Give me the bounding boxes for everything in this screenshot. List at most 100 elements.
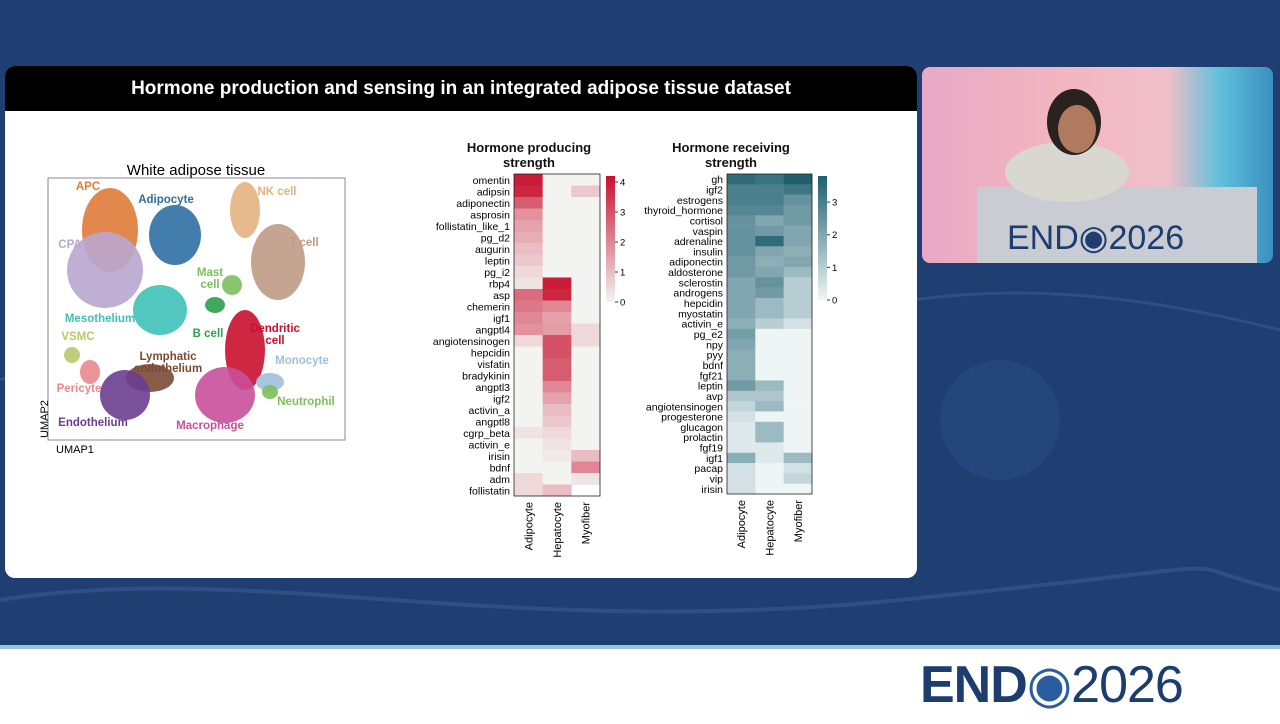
cluster-label: CPA xyxy=(58,239,82,251)
colorbar xyxy=(606,176,615,302)
heat-cell xyxy=(783,246,813,257)
heat-cell xyxy=(755,235,784,247)
cluster-blob xyxy=(80,360,100,384)
heat-cell xyxy=(571,438,601,451)
heat-cell xyxy=(542,404,572,416)
heat-cell xyxy=(542,231,572,244)
heat-cell xyxy=(727,463,756,474)
colorbar-tick-label: 4 xyxy=(620,178,625,189)
heat-cell xyxy=(542,358,572,370)
row-label: asprosin xyxy=(470,209,510,221)
heat-cell xyxy=(727,266,756,278)
row-label: angiotensinogen xyxy=(646,401,723,413)
heat-cell xyxy=(727,308,756,319)
heat-cell xyxy=(571,323,601,336)
cluster-label: Adipocyte xyxy=(138,194,194,206)
row-label: hepcidin xyxy=(684,298,723,310)
row-label: asp xyxy=(493,290,510,302)
heat-cell xyxy=(727,380,756,392)
heat-cell xyxy=(783,235,813,247)
heat-cell xyxy=(755,308,784,319)
heat-cell xyxy=(727,328,756,340)
podium xyxy=(977,187,1257,263)
colorbar-tick-label: 2 xyxy=(620,238,625,249)
heat-cell xyxy=(783,432,813,443)
heat-cell xyxy=(727,246,756,257)
heat-cell xyxy=(542,392,572,405)
colorbar xyxy=(818,176,827,300)
cluster-blob xyxy=(149,205,201,265)
row-label: chemerin xyxy=(467,301,510,313)
heat-cell xyxy=(755,483,784,495)
row-label: pacap xyxy=(694,463,723,475)
row-label: fgf21 xyxy=(700,370,724,382)
heat-cell xyxy=(514,312,543,324)
row-label: adm xyxy=(490,474,511,486)
heat-cell xyxy=(727,256,756,268)
cluster-label: Mast cell xyxy=(196,267,224,291)
column-label: Adipocyte xyxy=(736,500,748,548)
heat-cell xyxy=(783,184,813,195)
heat-cell xyxy=(755,411,784,423)
logo-year: 2026 xyxy=(1071,656,1184,714)
row-label: glucagon xyxy=(680,422,723,434)
row-label: igf1 xyxy=(493,313,510,325)
heat-cell xyxy=(514,392,543,405)
cluster-label: Endothelium xyxy=(58,417,128,429)
row-label: progesterone xyxy=(661,412,723,424)
heat-cell xyxy=(783,328,813,340)
row-label: prolactin xyxy=(683,432,723,444)
heat-cell xyxy=(755,256,784,268)
row-label: bdnf xyxy=(703,360,724,372)
cluster-blob xyxy=(256,373,284,391)
heat-cell xyxy=(514,415,543,428)
row-label: igf2 xyxy=(706,184,723,196)
heat-cell xyxy=(571,231,601,244)
heat-cell xyxy=(755,442,784,454)
heat-cell xyxy=(571,289,601,301)
heat-cell xyxy=(727,204,756,216)
heat-cell xyxy=(755,421,784,433)
cluster-blob xyxy=(230,182,260,238)
row-label: pg_i2 xyxy=(484,267,510,279)
heat-cell xyxy=(783,204,813,216)
heat-cell xyxy=(783,256,813,268)
heat-cell xyxy=(571,335,601,347)
heat-cell xyxy=(542,174,572,186)
row-label: npy xyxy=(706,339,724,351)
row-label: gh xyxy=(711,174,723,186)
row-label: igf1 xyxy=(706,453,723,465)
heat-cell xyxy=(727,473,756,484)
heat-cell xyxy=(783,194,813,206)
row-label: adrenaline xyxy=(674,236,723,248)
umap-y-label: UMAP2 xyxy=(39,400,51,438)
heat-cell xyxy=(783,411,813,423)
heat-cell xyxy=(571,450,601,462)
heat-cell xyxy=(755,432,784,443)
cluster-label: B cell xyxy=(192,328,224,340)
heat-cell xyxy=(755,184,784,195)
heat-cell xyxy=(783,287,813,299)
heat-cell xyxy=(755,370,784,381)
row-label: irisin xyxy=(701,484,723,496)
heat-cell xyxy=(542,415,572,428)
heat-cell xyxy=(755,225,784,237)
heat-cell xyxy=(727,401,756,412)
heat-cell xyxy=(571,254,601,267)
heat-cell xyxy=(727,370,756,381)
row-label: pg_e2 xyxy=(694,329,723,341)
row-label: irisin xyxy=(488,451,510,463)
umap-title: White adipose tissue xyxy=(127,162,265,179)
heat-cell xyxy=(514,289,543,301)
heat-cell xyxy=(514,300,543,313)
row-label: angiotensinogen xyxy=(433,336,510,348)
column-label: Myofiber xyxy=(581,502,593,545)
row-label: myostatin xyxy=(678,308,723,320)
heat-cell xyxy=(783,277,813,288)
row-label: vaspin xyxy=(693,226,724,238)
heat-cell xyxy=(514,277,543,290)
heat-cell xyxy=(514,461,543,474)
heat-cell xyxy=(727,421,756,433)
heat-cell xyxy=(727,287,756,299)
heat-cell xyxy=(514,220,543,232)
